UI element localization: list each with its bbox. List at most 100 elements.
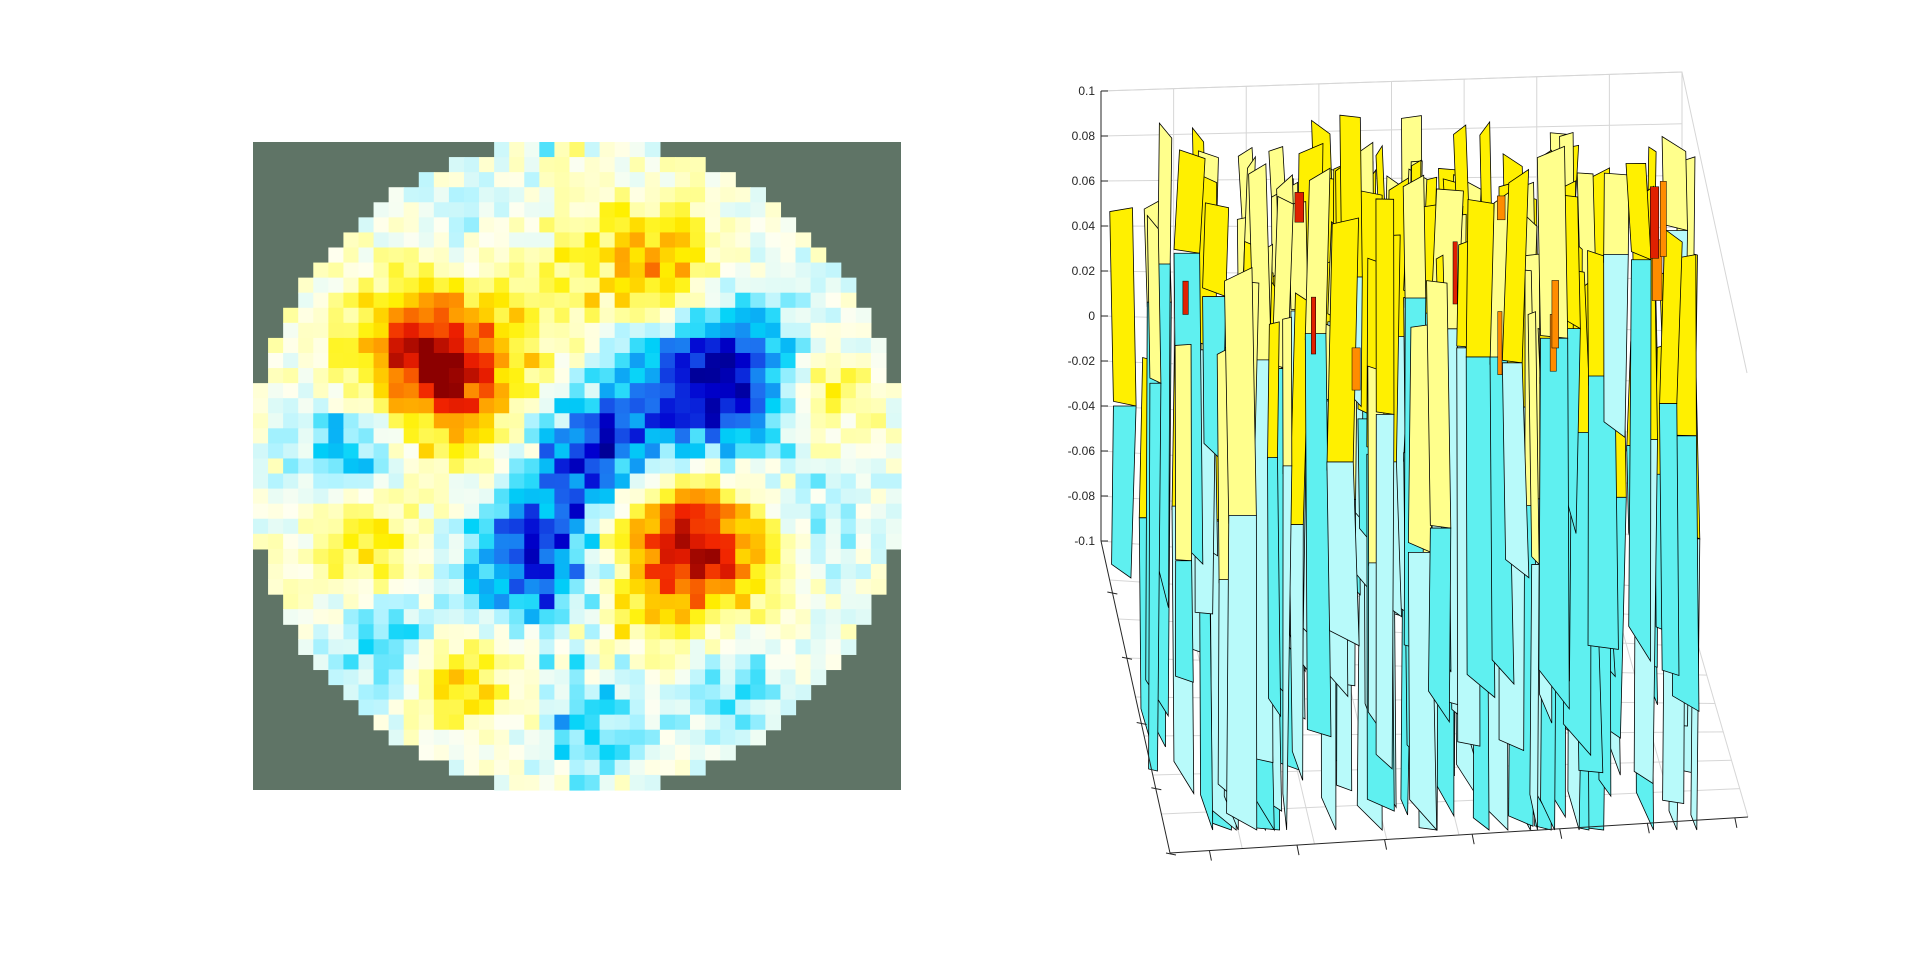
heatmap-cell xyxy=(268,398,284,414)
heatmap-cell xyxy=(659,443,676,460)
heatmap-cell xyxy=(825,624,842,640)
heatmap-cell xyxy=(373,217,390,234)
heatmap-cell xyxy=(795,443,812,460)
heatmap-cell xyxy=(659,548,676,565)
z-tick-label: 0.02 xyxy=(1072,264,1096,278)
heatmap-cell xyxy=(659,699,676,716)
heatmap-cell xyxy=(614,337,631,354)
heatmap-cell xyxy=(569,548,586,565)
heatmap-cell xyxy=(343,533,360,550)
heatmap-cell xyxy=(810,563,827,580)
heatmap-cell xyxy=(418,533,435,550)
heatmap-cell xyxy=(795,624,812,640)
surface-face xyxy=(1174,343,1192,562)
heatmap-cell xyxy=(463,337,480,354)
heatmap-cell xyxy=(328,458,345,475)
heatmap-cell xyxy=(403,473,420,490)
heatmap-cell xyxy=(795,579,812,595)
heatmap-cell xyxy=(539,157,555,173)
heatmap-cell xyxy=(599,624,616,640)
heatmap-cell xyxy=(494,307,510,324)
heatmap-cell xyxy=(509,172,525,188)
heatmap-cell xyxy=(659,503,676,520)
heatmap-cell xyxy=(674,398,691,414)
heatmap-cell xyxy=(659,322,676,339)
heatmap-cell xyxy=(780,247,797,264)
heatmap-cell xyxy=(720,337,736,354)
heatmap-cell xyxy=(569,277,586,294)
heatmap-cell xyxy=(479,383,495,399)
heatmap-cell xyxy=(750,307,766,324)
heatmap-cell xyxy=(479,157,495,173)
heatmap-cell xyxy=(614,262,631,279)
heatmap-cell xyxy=(253,413,269,429)
heatmap-cell xyxy=(795,594,812,610)
heatmap-cell xyxy=(599,368,616,384)
heatmap-cell xyxy=(539,699,555,716)
heatmap-cell xyxy=(388,217,405,234)
heatmap-cell xyxy=(750,458,766,475)
heatmap-cell xyxy=(268,352,284,369)
surface-face xyxy=(1551,280,1559,349)
heatmap-cell xyxy=(720,669,736,686)
heatmap-cell xyxy=(463,322,480,339)
surface-face xyxy=(1497,195,1506,221)
heatmap-cell xyxy=(750,518,766,535)
heatmap-cell xyxy=(569,473,586,490)
heatmap-cell xyxy=(313,563,329,580)
heatmap-cell xyxy=(494,202,510,218)
heatmap-cell xyxy=(659,624,676,640)
heatmap-cell xyxy=(720,714,736,731)
heatmap-cell xyxy=(614,699,631,716)
heatmap-cell xyxy=(463,247,480,264)
heatmap-cell xyxy=(403,488,420,505)
heatmap-cell xyxy=(765,337,782,354)
surface-axes: 0.10.080.060.040.020-0.02-0.04-0.06-0.08… xyxy=(1068,84,1749,861)
heatmap-cell xyxy=(313,458,329,475)
heatmap-cell xyxy=(720,639,736,655)
heatmap-cell xyxy=(539,714,555,731)
heatmap-cell xyxy=(750,322,766,339)
heatmap-cell xyxy=(765,594,782,610)
heatmap-cell xyxy=(373,277,390,294)
heatmap-cell xyxy=(418,624,435,640)
surface-faces xyxy=(1109,114,1701,832)
heatmap-cell xyxy=(509,368,525,384)
heatmap-cell xyxy=(659,563,676,580)
heatmap-cell xyxy=(840,518,857,535)
heatmap-cell xyxy=(463,533,480,550)
heatmap-cell xyxy=(298,488,314,505)
heatmap-cell xyxy=(629,699,646,716)
heatmap-cell xyxy=(283,368,299,384)
heatmap-cell xyxy=(659,518,676,535)
heatmap-cell xyxy=(298,639,314,655)
heatmap-cell xyxy=(388,669,405,686)
heatmap-cell xyxy=(433,337,450,354)
heatmap-cell xyxy=(674,759,691,776)
heatmap-cell xyxy=(810,533,827,550)
heatmap-cell xyxy=(644,187,661,203)
heatmap-cell xyxy=(298,322,314,339)
heatmap-cell xyxy=(388,639,405,655)
heatmap-cell xyxy=(735,594,751,610)
heatmap-cell xyxy=(659,262,676,279)
heatmap-cell xyxy=(735,217,751,234)
heatmap-cell xyxy=(448,563,465,580)
heatmap-cell xyxy=(750,398,766,414)
heatmap-cell xyxy=(494,579,510,595)
heatmap-cell xyxy=(539,232,555,249)
heatmap-cell xyxy=(765,383,782,399)
heatmap-cell xyxy=(494,518,510,535)
heatmap-cell xyxy=(705,669,721,686)
heatmap-cell xyxy=(599,277,616,294)
surface-face xyxy=(1465,199,1495,358)
heatmap-cell xyxy=(433,684,450,701)
heatmap-cell xyxy=(509,247,525,264)
heatmap-cell xyxy=(448,594,465,610)
heatmap-cell xyxy=(358,247,375,264)
heatmap-cell xyxy=(539,609,555,625)
heatmap-cell xyxy=(690,232,706,249)
heatmap-cell xyxy=(690,594,706,610)
heatmap-cell xyxy=(328,322,345,339)
heatmap-cell xyxy=(253,518,269,535)
